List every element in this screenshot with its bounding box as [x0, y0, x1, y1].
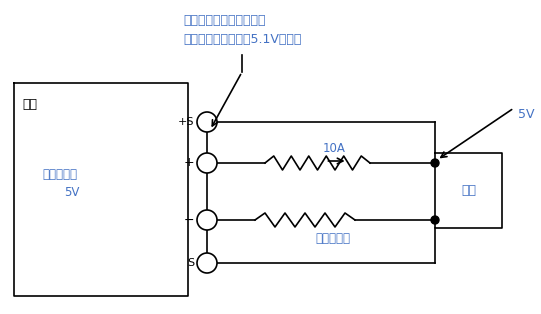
Text: −: −: [183, 214, 194, 226]
Circle shape: [197, 253, 217, 273]
Circle shape: [431, 159, 439, 167]
Circle shape: [197, 112, 217, 132]
Circle shape: [197, 153, 217, 173]
Text: 5V: 5V: [518, 109, 535, 122]
Text: 出力端子間の電圧は5.1Vとなる: 出力端子間の電圧は5.1Vとなる: [183, 33, 301, 46]
Circle shape: [431, 216, 439, 224]
Circle shape: [197, 210, 217, 230]
Text: 電源: 電源: [22, 98, 37, 111]
Text: 5V: 5V: [64, 187, 80, 199]
Text: S: S: [187, 258, 194, 268]
Text: +: +: [183, 156, 194, 170]
Text: 電線の抵抗: 電線の抵抗: [315, 231, 350, 245]
Text: 10A: 10A: [322, 143, 345, 155]
Text: +S: +S: [177, 117, 194, 127]
Text: 負荷: 負荷: [461, 184, 476, 197]
Text: 出力設定値: 出力設定値: [42, 169, 77, 181]
Text: 電線による電圧降下で、: 電線による電圧降下で、: [183, 14, 266, 27]
